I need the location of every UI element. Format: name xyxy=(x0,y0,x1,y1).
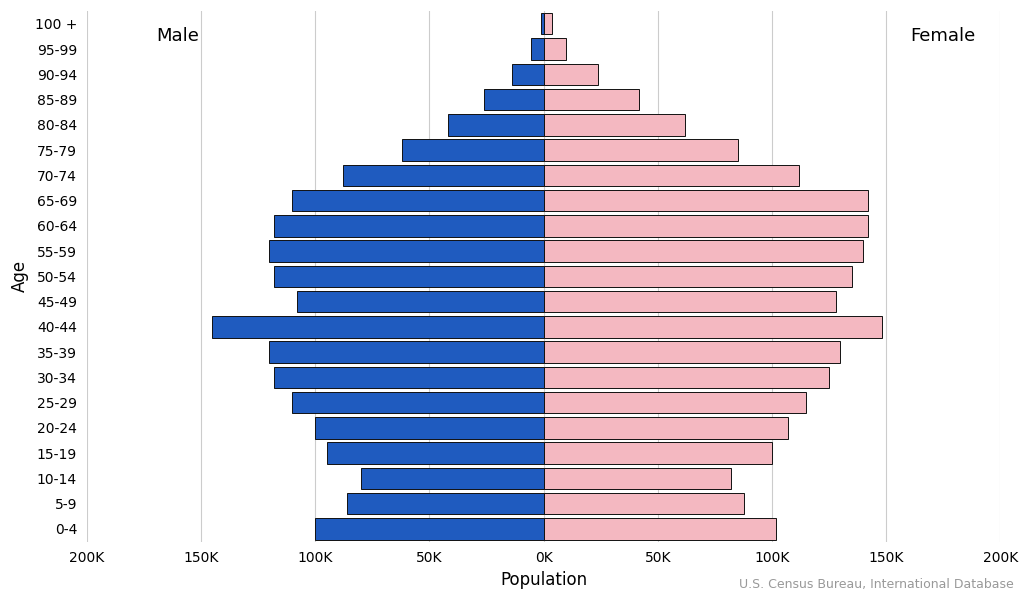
Bar xyxy=(543,139,738,161)
Bar xyxy=(361,468,543,489)
Text: Male: Male xyxy=(156,28,200,46)
Bar xyxy=(543,291,836,313)
Bar xyxy=(270,241,543,262)
Bar xyxy=(543,442,772,464)
Bar xyxy=(543,190,867,211)
Text: Female: Female xyxy=(911,28,975,46)
Bar xyxy=(484,89,543,110)
Bar xyxy=(543,89,639,110)
Bar xyxy=(326,442,543,464)
Bar xyxy=(274,215,543,236)
Bar xyxy=(543,392,806,413)
Bar xyxy=(402,139,543,161)
Bar xyxy=(543,518,777,540)
Bar xyxy=(543,13,552,34)
Bar xyxy=(543,38,566,60)
Bar xyxy=(543,468,731,489)
Bar xyxy=(541,13,543,34)
Bar xyxy=(343,164,543,186)
Bar xyxy=(315,518,543,540)
Bar xyxy=(212,316,543,338)
Bar xyxy=(543,164,800,186)
Bar xyxy=(292,190,543,211)
Bar xyxy=(543,64,598,85)
Bar xyxy=(297,291,543,313)
Bar xyxy=(543,114,685,136)
Bar xyxy=(315,417,543,439)
Bar xyxy=(511,64,543,85)
Bar xyxy=(543,266,852,287)
X-axis label: Population: Population xyxy=(500,571,588,589)
Bar xyxy=(543,241,863,262)
Bar xyxy=(543,341,841,363)
Bar xyxy=(543,316,882,338)
Bar xyxy=(270,341,543,363)
Y-axis label: Age: Age xyxy=(11,260,29,292)
Text: U.S. Census Bureau, International Database: U.S. Census Bureau, International Databa… xyxy=(739,578,1014,591)
Bar xyxy=(292,392,543,413)
Bar xyxy=(543,367,829,388)
Bar xyxy=(531,38,543,60)
Bar xyxy=(448,114,543,136)
Bar xyxy=(543,417,788,439)
Bar xyxy=(274,367,543,388)
Bar xyxy=(543,493,745,514)
Bar xyxy=(543,215,867,236)
Bar xyxy=(347,493,543,514)
Bar xyxy=(274,266,543,287)
